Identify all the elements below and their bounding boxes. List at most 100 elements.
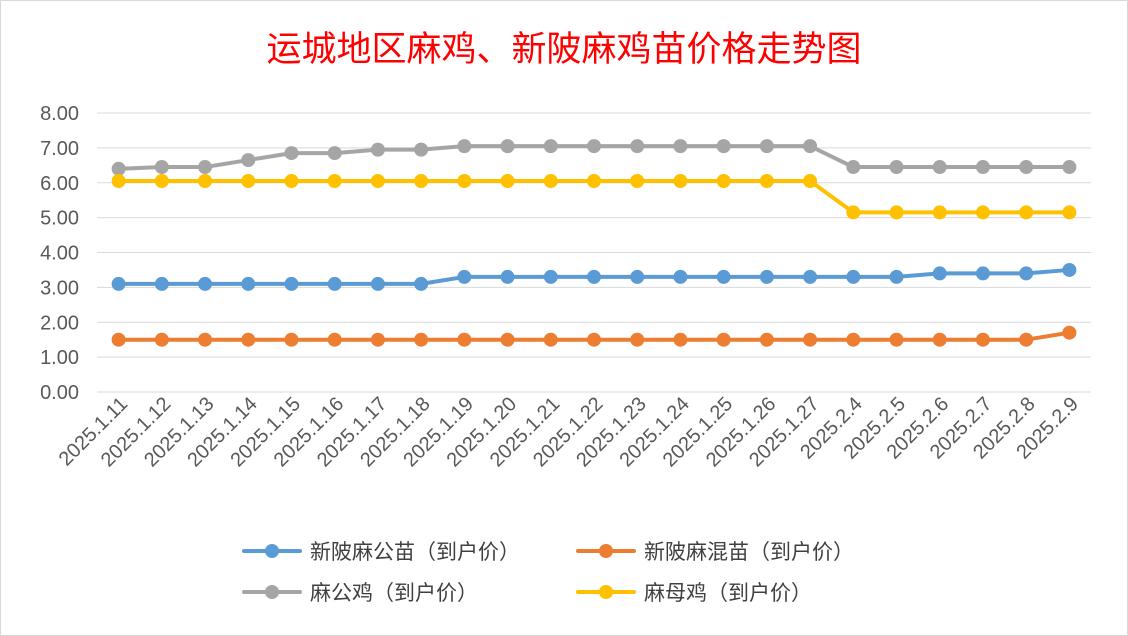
legend-swatch-marker xyxy=(599,544,613,558)
data-point xyxy=(803,174,818,189)
data-point xyxy=(846,160,861,175)
data-point xyxy=(500,332,515,347)
data-point xyxy=(759,332,774,347)
legend-swatch-marker xyxy=(265,585,279,599)
x-axis-ticks: 2025.1.112025.1.122025.1.132025.1.142025… xyxy=(55,393,1083,471)
data-point xyxy=(630,174,645,189)
y-tick-label: 0.00 xyxy=(40,382,79,404)
data-point xyxy=(370,142,385,157)
legend: 新陂麻公苗（到户价） 新陂麻混苗（到户价） 麻公鸡（到户价） 麻母鸡（到户价） xyxy=(242,540,854,605)
data-point xyxy=(154,332,169,347)
data-point xyxy=(975,266,990,281)
y-tick-label: 7.00 xyxy=(40,138,79,160)
data-point xyxy=(414,276,429,291)
data-point xyxy=(154,276,169,291)
y-tick-label: 5.00 xyxy=(40,208,79,230)
data-point xyxy=(587,139,601,154)
legend-item: 麻公鸡（到户价） xyxy=(242,581,478,605)
legend-label: 麻公鸡（到户价） xyxy=(310,581,478,605)
data-point xyxy=(716,269,731,284)
data-point xyxy=(1062,160,1077,175)
data-point xyxy=(975,160,990,175)
data-point xyxy=(241,153,256,168)
data-point xyxy=(284,146,299,161)
data-point xyxy=(716,332,731,347)
data-point xyxy=(414,332,429,347)
data-point xyxy=(198,276,213,291)
y-axis-ticks: 0.00 1.00 2.00 3.00 4.00 5.00 6.00 7.00 8.00 xyxy=(40,103,79,404)
data-point xyxy=(198,160,213,175)
data-point xyxy=(889,160,904,175)
legend-swatch-marker xyxy=(599,585,613,599)
data-point xyxy=(975,205,990,220)
data-point xyxy=(630,139,645,154)
legend-swatch-marker xyxy=(265,544,279,558)
data-point xyxy=(414,142,429,157)
data-point xyxy=(1019,266,1034,281)
data-point xyxy=(932,205,947,220)
data-point xyxy=(500,269,515,284)
data-point xyxy=(1019,332,1034,347)
data-point xyxy=(327,174,342,189)
data-point xyxy=(111,276,126,291)
series-4 xyxy=(111,174,1077,220)
legend-item: 新陂麻公苗（到户价） xyxy=(242,540,520,564)
data-point xyxy=(457,269,472,284)
data-point xyxy=(975,332,990,347)
legend-item: 新陂麻混苗（到户价） xyxy=(576,540,854,564)
y-tick-label: 8.00 xyxy=(40,103,79,125)
data-point xyxy=(803,139,818,154)
data-point xyxy=(716,174,731,189)
data-point xyxy=(284,332,299,347)
data-point xyxy=(932,266,947,281)
data-point xyxy=(500,174,515,189)
legend-label: 新陂麻混苗（到户价） xyxy=(644,540,854,564)
legend-label: 麻母鸡（到户价） xyxy=(644,581,812,605)
data-point xyxy=(327,146,342,161)
y-tick-label: 6.00 xyxy=(40,173,79,195)
data-point xyxy=(846,205,861,220)
chart-title: 运城地区麻鸡、新陂麻鸡苗价格走势图 xyxy=(266,30,861,70)
data-point xyxy=(284,276,299,291)
data-point xyxy=(198,332,213,347)
data-point xyxy=(846,332,861,347)
data-point xyxy=(673,332,688,347)
data-point xyxy=(673,269,688,284)
data-point xyxy=(803,269,818,284)
data-point xyxy=(111,332,126,347)
y-tick-label: 2.00 xyxy=(40,312,79,334)
data-point xyxy=(284,174,299,189)
data-point xyxy=(1019,160,1034,175)
data-point xyxy=(759,269,774,284)
data-point xyxy=(543,269,558,284)
data-point xyxy=(327,332,342,347)
data-point xyxy=(932,332,947,347)
series-1 xyxy=(111,262,1077,291)
data-point xyxy=(803,332,818,347)
legend-label: 新陂麻公苗（到户价） xyxy=(310,540,520,564)
y-tick-label: 4.00 xyxy=(40,243,79,265)
data-point xyxy=(500,139,515,154)
y-tick-label: 3.00 xyxy=(40,277,79,299)
y-tick-label: 1.00 xyxy=(40,347,79,369)
data-point xyxy=(932,160,947,175)
data-point xyxy=(198,174,213,189)
data-point xyxy=(457,332,472,347)
series-3 xyxy=(111,139,1077,176)
data-point xyxy=(630,332,645,347)
data-point xyxy=(1062,325,1077,340)
data-point xyxy=(889,205,904,220)
data-point xyxy=(1062,262,1077,277)
data-point xyxy=(543,139,558,154)
data-point xyxy=(587,332,601,347)
data-point xyxy=(370,276,385,291)
data-point xyxy=(889,332,904,347)
data-point xyxy=(759,139,774,154)
data-point xyxy=(370,174,385,189)
data-point xyxy=(1019,205,1034,220)
data-point xyxy=(673,139,688,154)
data-point xyxy=(1062,205,1077,220)
data-point xyxy=(889,269,904,284)
